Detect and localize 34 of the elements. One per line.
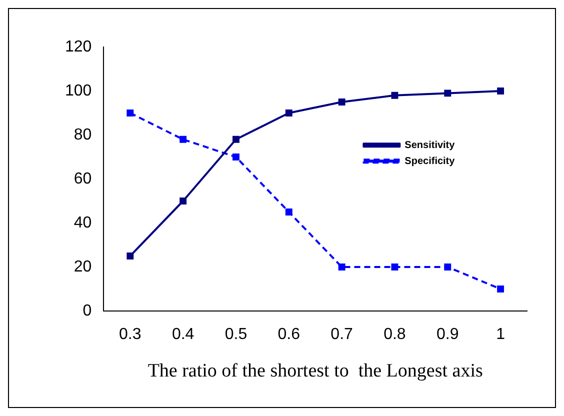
x-tick-label: 1: [496, 326, 506, 344]
legend-label: Sensitivity: [404, 140, 456, 151]
y-tick-label: 120: [64, 38, 92, 56]
y-tick-label: 0: [82, 302, 92, 320]
x-tick-label: 0.3: [119, 326, 142, 344]
point: [285, 110, 292, 116]
x-tick-label: 0.8: [384, 326, 406, 344]
point: [391, 92, 398, 99]
x-tick-label: 0.6: [278, 326, 300, 344]
point: [232, 136, 240, 143]
point: [232, 154, 240, 160]
y-tick-label: 40: [74, 214, 92, 232]
point: [126, 252, 134, 260]
y-tick-label: 60: [74, 170, 92, 188]
point: [497, 286, 504, 292]
point: [338, 264, 346, 270]
x-tick-label: 0.5: [224, 326, 248, 344]
point: [391, 264, 398, 270]
point: [444, 90, 452, 97]
point: [285, 208, 292, 216]
point: [497, 88, 504, 94]
x-axis-title: The ratio of the shortest to the Longest axis: [148, 360, 483, 382]
x-tick-label: 0.7: [330, 326, 354, 344]
point: [180, 136, 187, 143]
x-tick-label: 0.4: [172, 326, 194, 344]
legend-label: Specificity: [404, 156, 456, 167]
point: [180, 198, 187, 204]
y-tick-label: 20: [74, 258, 92, 276]
y-tick-label: 100: [64, 82, 92, 100]
x-tick-label: 0.9: [436, 326, 459, 344]
point: [338, 98, 346, 106]
point: [126, 110, 134, 116]
point: [444, 264, 452, 270]
y-tick-label: 80: [74, 126, 92, 144]
